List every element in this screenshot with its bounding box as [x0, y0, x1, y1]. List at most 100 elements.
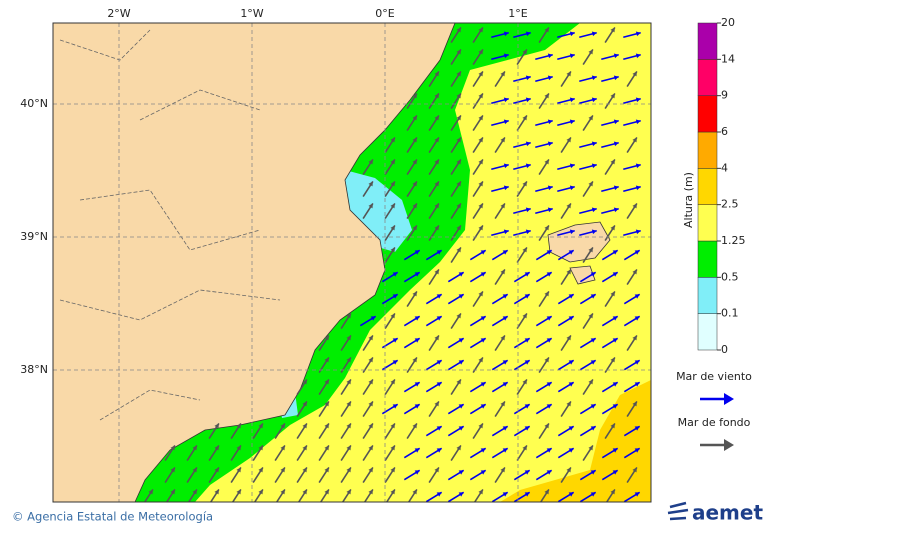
- wave-arrow-head: [368, 445, 373, 451]
- wave-arrow-head: [302, 423, 307, 429]
- wave-arrow-head: [414, 316, 420, 321]
- wave-arrow-head: [569, 229, 575, 235]
- wave-arrow-head: [456, 445, 461, 451]
- wave-arrow-head: [569, 185, 575, 191]
- wave-arrow-head: [612, 272, 618, 277]
- wave-arrow-head: [436, 316, 442, 321]
- wave-arrow-head: [634, 316, 640, 321]
- wave-arrow-head: [590, 294, 596, 299]
- wave-arrow-head: [434, 71, 439, 77]
- wave-arrow-head: [390, 313, 395, 319]
- wave-arrow-head: [170, 489, 175, 495]
- colorbar-band: [697, 204, 718, 242]
- wave-arrow-head: [634, 250, 640, 255]
- wave-arrow-head: [412, 225, 417, 231]
- wave-arrow-head: [610, 489, 615, 495]
- wave-arrow-head: [502, 448, 508, 453]
- wave-arrow-head: [634, 294, 640, 299]
- wave-arrow-head: [302, 467, 307, 473]
- wave-arrow-head: [302, 379, 307, 385]
- wave-arrow-head: [525, 31, 531, 37]
- lat-label: 39°N: [20, 230, 48, 243]
- wave-arrow-head: [456, 225, 461, 231]
- wave-arrow-head: [612, 382, 618, 387]
- wave-arrow-head: [456, 71, 461, 77]
- land: [53, 23, 456, 502]
- wave-arrow-head: [524, 360, 530, 365]
- wave-arrow-head: [568, 448, 574, 453]
- wave-arrow-head: [613, 207, 619, 213]
- wave-arrow-head: [412, 115, 417, 121]
- wave-arrow-head: [610, 93, 615, 99]
- wave-arrow-head: [390, 445, 395, 451]
- wave-arrow-head: [346, 401, 351, 407]
- wave-arrow-head: [635, 185, 641, 191]
- wave-arrow-head: [503, 119, 509, 125]
- wave-arrow-head: [525, 75, 531, 81]
- colorbar-tick-label: 20: [721, 16, 735, 29]
- wave-arrow-head: [236, 467, 241, 473]
- wave-arrow-head: [524, 426, 530, 431]
- wave-arrow-head: [612, 404, 618, 409]
- wave-arrow-head: [566, 269, 571, 275]
- wave-arrow-head: [612, 338, 618, 343]
- wave-arrow-head: [634, 382, 640, 387]
- wave-arrow-head: [392, 360, 398, 365]
- lat-label: 38°N: [20, 363, 48, 376]
- wave-arrow-head: [632, 335, 637, 341]
- wave-arrow-head: [524, 272, 530, 277]
- wave-arrow-head: [414, 404, 420, 409]
- wave-arrow-head: [590, 426, 596, 431]
- wave-arrow-head: [412, 489, 417, 495]
- wave-arrow-head: [566, 137, 571, 143]
- wave-arrow-head: [546, 272, 552, 277]
- colorbar-tick-label: 14: [721, 52, 735, 65]
- wave-arrow-head: [591, 31, 597, 37]
- wave-arrow-head: [568, 294, 574, 299]
- wave-arrow-head: [434, 401, 439, 407]
- wave-arrow-head: [436, 250, 442, 255]
- wave-arrow-head: [458, 426, 464, 431]
- wave-arrow-head: [635, 119, 641, 125]
- wave-arrow-head: [500, 71, 505, 77]
- wave-arrow-head: [632, 269, 637, 275]
- wave-arrow-head: [546, 404, 552, 409]
- wave-arrow-head: [591, 229, 597, 235]
- wave-arrow-head: [192, 445, 197, 451]
- wave-arrow-head: [588, 49, 593, 55]
- wave-arrow-head: [434, 93, 439, 99]
- wave-arrow-head: [302, 445, 307, 451]
- legend-label: Mar de viento: [676, 370, 752, 383]
- wave-arrow-head: [613, 185, 619, 191]
- wave-arrow-head: [478, 93, 483, 99]
- wave-arrow-head: [390, 489, 395, 495]
- wave-arrow-head: [632, 203, 637, 209]
- wave-arrow-head: [544, 225, 549, 231]
- wave-arrow-head: [434, 159, 439, 165]
- wave-arrow-head: [634, 492, 640, 497]
- wave-arrow-head: [500, 203, 505, 209]
- colorbar-label: Altura (m): [682, 172, 695, 228]
- wave-arrow-head: [324, 379, 329, 385]
- wave-arrow-head: [480, 448, 486, 453]
- wave-arrow-head: [612, 470, 618, 475]
- wave-arrow-head: [390, 181, 395, 187]
- wave-arrow-head: [635, 97, 641, 103]
- wave-arrow-head: [480, 250, 486, 255]
- wave-arrow-head: [547, 185, 553, 191]
- wave-arrow-head: [502, 316, 508, 321]
- map-area: [53, 23, 651, 502]
- wave-arrow-head: [503, 229, 509, 235]
- wave-arrow-head: [456, 27, 461, 33]
- wave-arrow-head: [610, 423, 615, 429]
- brand: aemet: [692, 501, 763, 525]
- wave-arrow-head: [522, 313, 527, 319]
- wave-arrow-head: [503, 53, 509, 59]
- wave-arrow-head: [324, 423, 329, 429]
- wave-arrow-head: [524, 492, 530, 497]
- wave-arrow-head: [368, 181, 373, 187]
- wave-arrow-head: [632, 401, 637, 407]
- colorbar-tick-label: 6: [721, 125, 728, 138]
- island: [569, 265, 596, 285]
- wave-arrow-head: [478, 489, 483, 495]
